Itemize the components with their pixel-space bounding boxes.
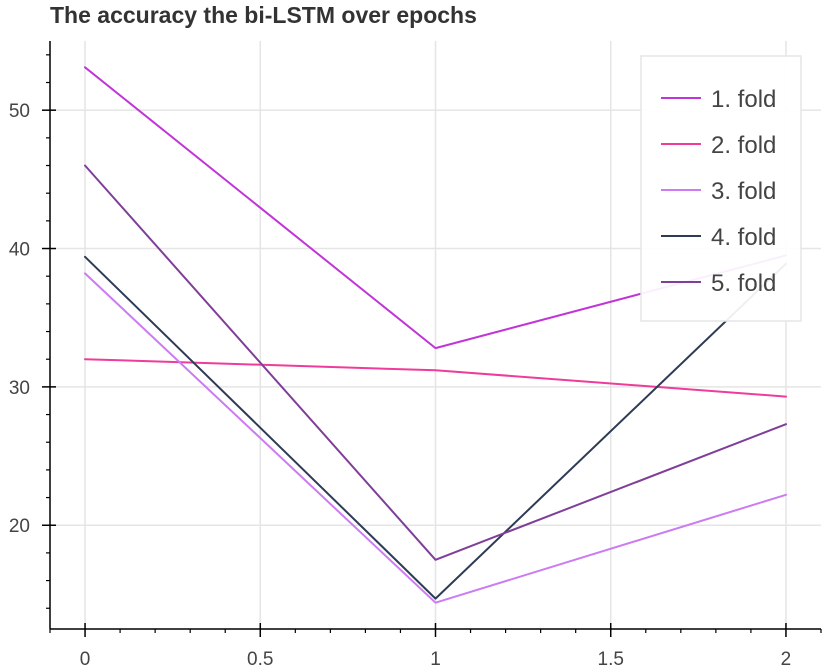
legend: 1. fold 2. fold 3. fold 4. fold 5. fold (640, 55, 802, 322)
y-tick-label-0: 20 (9, 516, 30, 537)
legend-label-1: 1. fold (711, 86, 776, 113)
legend-label-5: 5. fold (711, 270, 776, 297)
legend-box (640, 55, 802, 322)
grid (50, 41, 821, 629)
series-line-2 (84, 358, 787, 398)
series-line-3 (84, 272, 787, 604)
axes: 0 0.5 1 1.5 2 20 30 40 50 (9, 41, 822, 668)
x-tick-label-4: 2 (781, 649, 792, 668)
legend-label-4: 4. fold (711, 224, 776, 251)
legend-label-2: 2. fold (711, 132, 776, 159)
y-tick-label-3: 50 (9, 101, 30, 122)
y-tick-label-1: 30 (9, 378, 30, 399)
chart-title: The accuracy the bi-LSTM over epochs (50, 2, 477, 28)
legend-label-3: 3. fold (711, 178, 776, 205)
series-line-5 (84, 164, 787, 561)
y-tick-label-2: 40 (9, 240, 30, 261)
x-tick-label-2: 1 (430, 649, 441, 668)
x-tick-label-0: 0 (80, 649, 91, 668)
x-tick-label-3: 1.5 (598, 649, 624, 668)
x-tick-label-1: 0.5 (247, 649, 273, 668)
series-line-4 (84, 255, 787, 600)
